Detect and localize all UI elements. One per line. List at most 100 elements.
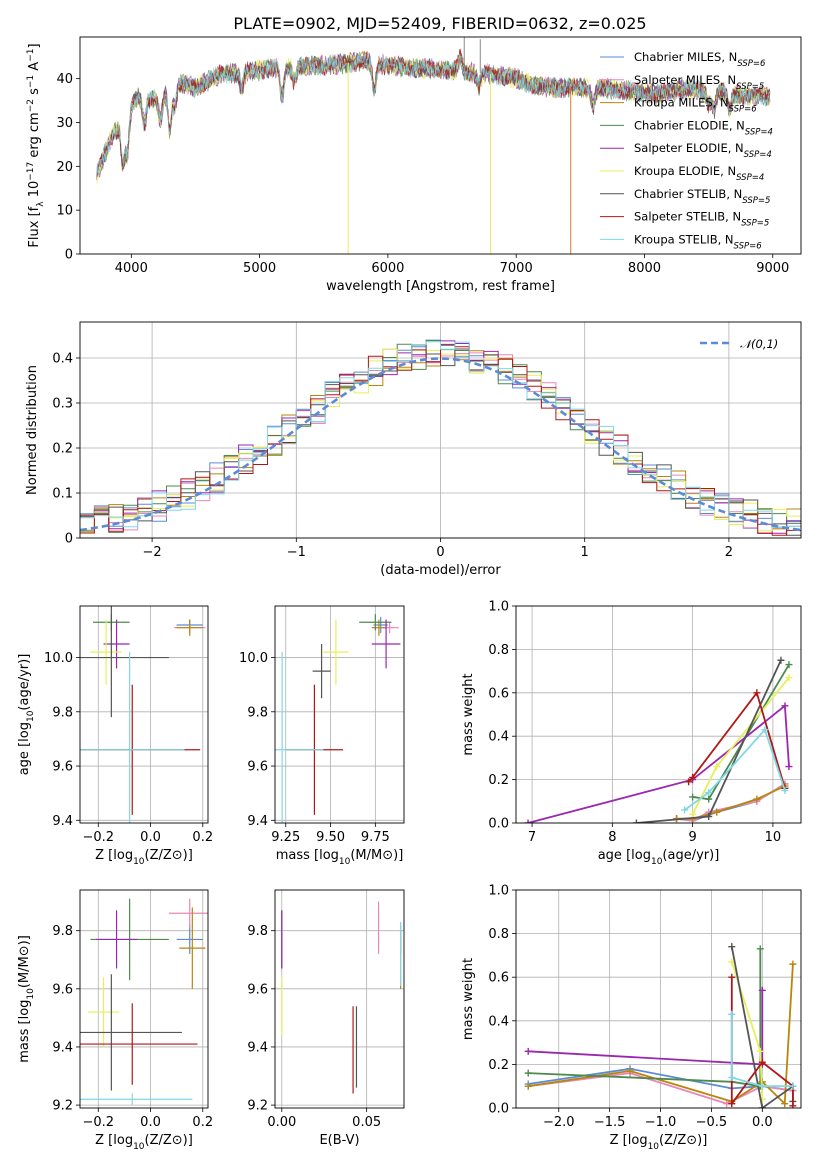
- weight-vs-age-plot-area: [524, 656, 793, 823]
- age-vs-Z-panel: −0.2 0.0 0.29.49.69.810.0Z [log10(Z/Z⊙)]ag…: [17, 605, 213, 867]
- x-axis-label-part: Z [log: [95, 1133, 133, 1148]
- legend-entry-part: SSP=6: [729, 105, 758, 115]
- x-tick-label: −1: [287, 545, 306, 560]
- x-tick-label: −2.0: [543, 1115, 575, 1130]
- x-tick-label: −2: [143, 545, 162, 560]
- weight-marker: [728, 943, 736, 951]
- legend-entry-part: SSP=5: [742, 196, 770, 206]
- weight-marker: [728, 1100, 736, 1108]
- axes-frame: [79, 889, 209, 1109]
- weight-marker: [728, 1010, 736, 1018]
- weight-marker: [753, 689, 761, 697]
- y-tick-label: 9.2: [52, 1099, 73, 1114]
- legend-entry-part: Salpeter MILES, N: [634, 73, 736, 87]
- weight-marker: [685, 778, 693, 786]
- weight-marker: [705, 789, 713, 797]
- y-axis-label: mass [log10(M/M⊙)]: [17, 935, 36, 1063]
- y-axis-label-part: mass [log: [17, 1000, 32, 1063]
- weight-line: [528, 990, 764, 1066]
- y-tick-label: 0: [65, 532, 73, 547]
- axes-frame: [274, 605, 405, 824]
- y-axis-label-part: 10: [26, 988, 36, 1000]
- y-tick-label: 9.6: [247, 982, 268, 997]
- x-tick-label: 0: [436, 545, 444, 560]
- weight-line: [687, 690, 786, 789]
- y-axis-label-part: λ: [36, 201, 46, 207]
- mass-vs-Z-plot-area: [80, 898, 208, 1106]
- weight-marker: [713, 808, 721, 816]
- residuals-plot-area: [80, 339, 801, 536]
- y-tick-label: 0.0: [488, 817, 509, 832]
- weight-marker: [785, 763, 793, 771]
- figure-title: PLATE=0902, MJD=52409, FIBERID=0632, z=0…: [233, 14, 646, 33]
- y-tick-label: 9.8: [52, 924, 73, 939]
- x-axis-label-part: 10: [648, 1142, 660, 1152]
- axes-frame: [79, 36, 802, 255]
- spectrum-panel: 4000 5000 6000 7000 8000 9000 0 10 20 30 40 wavelen…: [26, 36, 802, 294]
- y-axis-label: Flux [fλ 10−17 erg cm−2 s−1 A−1]: [26, 43, 46, 247]
- weight-marker: [789, 1102, 797, 1108]
- weight-marker: [756, 1047, 764, 1055]
- y-tick-label: 1.0: [488, 600, 509, 615]
- y-axis-label-part: age [log: [17, 722, 32, 775]
- x-axis-label-part: wavelength [Angstrom, rest frame]: [326, 279, 555, 294]
- weight-marker: [781, 786, 789, 794]
- legend-entry-part: Kroupa ELODIE, N: [634, 164, 736, 178]
- x-axis-label-part: (age/yr)]: [662, 848, 719, 863]
- gaussian-reference-curve: [80, 357, 801, 532]
- y-tick-label: 9.8: [52, 705, 73, 720]
- y-axis-label-part: A: [27, 62, 42, 75]
- y-axis-label-part: 10: [26, 710, 36, 722]
- legend-entry-part: Kroupa MILES, N: [634, 96, 729, 110]
- residuals-panel: −2 −1 0 1 2 0 0.1 0.2 0.3 0.4 (data-model)/error No…: [25, 321, 802, 578]
- legend-entry: Salpeter STELIB, NSSP=5: [634, 210, 769, 229]
- weight-marker: [753, 795, 761, 803]
- weight-marker: [789, 960, 797, 968]
- x-tick-label: 1: [581, 545, 589, 560]
- y-tick-label: 0.1: [52, 487, 73, 502]
- legend-entry-part: SSP=6: [734, 241, 763, 251]
- y-axis-label-part: Normed distribution: [25, 365, 40, 495]
- x-tick-label: 9000: [756, 261, 789, 276]
- x-tick-label: 7: [528, 830, 536, 845]
- y-tick-label: 0.2: [488, 773, 509, 788]
- legend-entry: Chabrier STELIB, NSSP=5: [634, 187, 770, 206]
- y-tick-label: 9.4: [52, 1040, 73, 1055]
- y-axis-label: Normed distribution: [25, 365, 40, 495]
- y-tick-label: 0.4: [488, 1014, 509, 1029]
- weight-marker: [705, 795, 713, 803]
- weight-line: [527, 704, 790, 823]
- y-axis-label-part: erg cm: [27, 112, 42, 161]
- y-axis-label-part: mass weight: [461, 673, 476, 755]
- y-axis-label-part: 10: [27, 181, 42, 202]
- axes-frame: [515, 889, 802, 1109]
- x-axis-label-part: (Z/Z⊙)]: [145, 848, 193, 863]
- weight-line: [684, 727, 786, 811]
- x-tick-label: 10: [765, 830, 782, 845]
- y-axis-label-part: ]: [27, 43, 42, 48]
- legend-entry: Salpeter ELODIE, NSSP=4: [634, 141, 772, 160]
- y-tick-label: 9.6: [52, 982, 73, 997]
- y-tick-label: 10.0: [44, 651, 73, 666]
- legend-entry: Kroupa STELIB, NSSP=6: [634, 232, 762, 251]
- mass-vs-EBV-plot-area: [281, 901, 402, 1094]
- y-tick-label: 0.4: [52, 352, 73, 367]
- legend-entry-part: Salpeter ELODIE, N: [634, 141, 744, 155]
- legend-entry: Chabrier MILES, NSSP=6: [634, 50, 766, 69]
- x-tick-label: 0.2: [192, 1115, 213, 1130]
- axes-frame: [79, 321, 802, 539]
- weight-marker: [789, 1082, 797, 1090]
- x-axis-label: Z [log10(Z/Z⊙)]: [610, 1133, 708, 1152]
- y-tick-label: 40: [56, 72, 73, 87]
- legend-entry-part: Chabrier MILES, N: [634, 50, 737, 64]
- x-tick-label: 0.0: [140, 1115, 161, 1130]
- age-vs-mass-plot-area: [275, 614, 401, 823]
- y-axis-label-part: −1: [26, 49, 36, 62]
- y-tick-label: 9.2: [247, 1099, 268, 1114]
- y-tick-label: 0.0: [488, 1102, 509, 1117]
- y-tick-label: 9.6: [247, 760, 268, 775]
- legend-entry-part: SSP=5: [741, 219, 769, 229]
- axes-frame: [515, 605, 802, 824]
